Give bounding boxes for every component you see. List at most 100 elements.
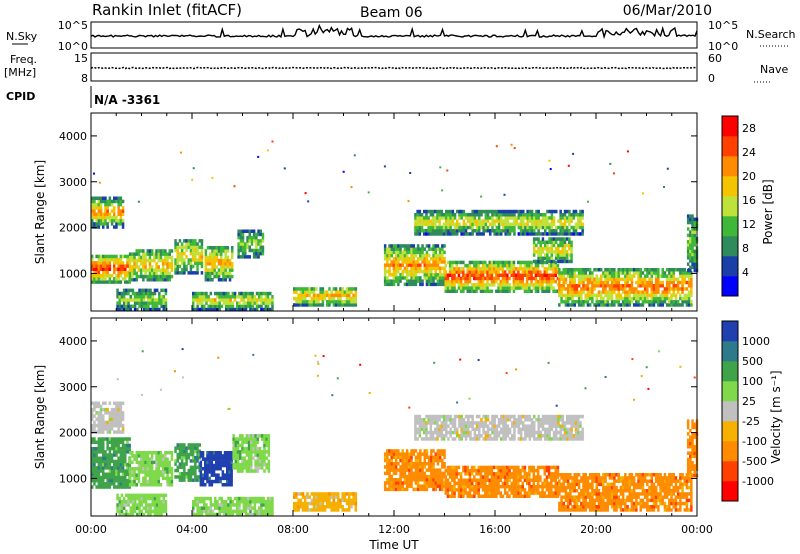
velocity-cell [215,473,218,477]
power-cell [418,216,422,220]
power-cell [91,225,94,229]
velocity-cell [192,503,195,507]
power-cell [571,284,574,288]
velocity-cell [419,484,422,488]
velocity-cell [198,509,202,514]
velocity-cell [405,487,409,492]
power-cell [262,301,265,305]
power-cell [162,304,165,309]
velocity-cell [205,512,208,517]
velocity-cell [208,457,211,461]
power-cell [566,268,570,272]
power-cell [416,219,419,223]
power-cell [304,293,307,298]
power-cell [392,257,396,261]
velocity-cell [129,509,132,514]
power-cell [166,268,169,272]
velocity-cell [343,498,347,503]
power-cell [575,274,579,278]
velocity-cell [157,463,160,468]
power-cell [226,262,230,266]
velocity-cell [394,449,398,453]
power-cell [244,251,247,256]
power-cell [95,215,98,220]
power-cell [244,307,248,312]
power-cell [548,250,551,254]
power-cell [399,279,402,283]
power-cell [462,283,465,287]
power-cell [479,273,483,277]
power-cell [295,300,298,304]
power-cell [571,290,574,294]
power-cell [203,298,206,302]
velocity-cell [230,454,233,458]
power-cell [150,278,154,282]
power-cell [319,296,322,301]
power-cell [196,261,199,265]
power-cell [438,213,441,217]
velocity-cell [255,496,259,501]
velocity-cell [315,508,318,512]
colorbar-swatch [722,236,738,257]
power-cell [252,255,256,259]
velocity-cell [113,407,116,412]
power-cell [657,296,660,301]
power-cell [447,209,450,214]
power-cell [543,243,547,248]
velocity-cell [330,501,333,506]
power-cell [676,280,680,285]
power-cell [392,260,396,264]
power-cell [401,273,404,277]
velocity-cell [106,456,109,460]
power-cell [147,304,150,309]
power-cell [579,219,582,223]
power-cell [481,267,485,271]
power-cell [408,269,411,274]
velocity-cell [354,498,358,503]
power-cell [617,290,620,294]
power-cell [528,267,531,271]
velocity-cell [343,508,347,512]
power-cell [643,300,647,304]
velocity-cell [185,459,188,463]
velocity-cell [405,468,409,472]
velocity-cell [229,509,232,514]
power-cell [416,213,419,217]
velocity-cell [405,449,409,453]
velocity-cell [124,478,127,483]
power-cell [164,274,167,279]
power-cell [255,248,258,253]
power-cell [118,301,121,305]
velocity-cell [176,459,179,463]
velocity-cell [162,493,165,498]
power-cell [464,273,467,277]
velocity-cell [258,450,262,454]
velocity-cell [229,503,232,507]
power-cell [449,219,452,223]
power-cell [216,295,219,299]
power-cell [153,278,156,282]
velocity-cell [97,466,101,470]
power-cell [194,242,197,246]
power-cell [541,286,544,290]
velocity-cell [128,457,132,461]
power-cell [588,277,592,282]
velocity-cell [228,454,231,458]
power-cell [436,232,439,236]
power-cell [539,246,542,251]
power-cell [95,196,98,200]
power-cell [117,199,120,204]
velocity-cell [95,401,98,405]
velocity-cell [247,437,251,441]
power-cell [203,291,206,296]
power-cell [155,265,158,269]
velocity-cell [239,456,242,460]
velocity-cell [104,450,107,454]
power-cell [524,216,527,220]
velocity-cell [139,483,143,487]
velocity-cell [348,495,351,499]
velocity-cell [232,437,235,441]
power-cell [419,247,422,251]
power-cell [119,273,123,278]
velocity-cell [180,462,184,466]
